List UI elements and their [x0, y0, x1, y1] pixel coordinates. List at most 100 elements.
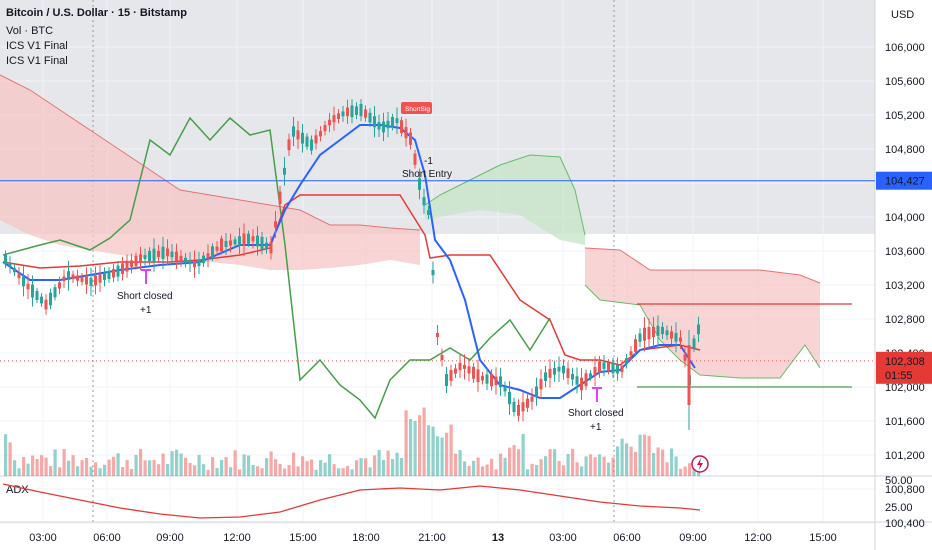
candle-body	[625, 358, 628, 365]
volume-bar	[247, 455, 251, 476]
candle-body	[130, 260, 133, 267]
candle-body	[157, 250, 160, 257]
volume-bar	[521, 433, 525, 476]
cloud-edge	[584, 247, 821, 284]
volume-bar	[436, 436, 440, 476]
candle-body	[328, 119, 331, 126]
candle-body	[418, 178, 421, 190]
volume-bar	[265, 458, 269, 476]
adx-tick-50: 50.00	[885, 475, 913, 487]
volume-bar	[584, 456, 588, 476]
volume-bar	[377, 450, 381, 476]
candle-body	[386, 120, 390, 129]
volume-bar	[575, 462, 579, 476]
volume-bar	[674, 456, 678, 476]
candle-body	[188, 260, 192, 265]
candle-body	[377, 122, 381, 130]
indicator-lines	[2, 116, 701, 420]
volume-bar	[130, 468, 134, 476]
price-tick-label: 100,800	[885, 484, 925, 496]
candle-body	[89, 277, 93, 286]
candle-body	[521, 402, 525, 412]
volume-bar	[206, 469, 210, 476]
candle-body	[220, 238, 223, 252]
candle-body	[692, 338, 696, 349]
candle-body	[256, 235, 259, 247]
volume-bar	[17, 468, 21, 476]
indicator-ics-1[interactable]: ICS V1 Final	[6, 40, 68, 52]
volume-bar	[62, 448, 66, 476]
volume-bar	[593, 457, 597, 476]
candle-body	[62, 276, 66, 282]
volume-bar	[548, 449, 552, 476]
volume-bar	[283, 468, 287, 476]
candle-body	[310, 139, 313, 151]
time-tick-label: 09:00	[679, 532, 707, 544]
volume-bar	[85, 457, 89, 476]
candle-body	[121, 263, 124, 274]
volume-bar	[526, 469, 530, 476]
volume-bar	[620, 438, 624, 476]
volume-bar	[152, 460, 156, 476]
candle-body	[665, 330, 669, 336]
candle-body	[364, 109, 367, 118]
volume-bar	[134, 455, 138, 476]
ichimoku-clouds	[0, 74, 875, 388]
volume-bar	[4, 434, 8, 476]
volume-bar	[274, 459, 278, 476]
time-tick-label: 12:00	[744, 532, 772, 544]
candle-body	[679, 337, 682, 342]
volume-bar	[215, 468, 219, 476]
candle-body	[85, 276, 88, 285]
volume-bar	[445, 432, 449, 476]
candle-body	[269, 242, 273, 254]
candle-body	[382, 121, 385, 133]
volume-bars	[4, 407, 701, 476]
annotations: Short closed +1 Short closed +1 -1 Short Entr…	[117, 102, 709, 473]
volume-bar	[409, 419, 413, 476]
candle-body	[22, 276, 25, 287]
price-axis: USD106,000105,600105,200104,800104,40010…	[876, 9, 932, 530]
candle-body	[431, 269, 435, 276]
candle-body	[184, 257, 187, 263]
volume-bar	[148, 460, 152, 476]
candle-body	[125, 260, 129, 272]
volume-bar	[391, 459, 395, 476]
candle-body	[274, 221, 277, 228]
volume-bar	[535, 464, 539, 476]
time-tick-label: 09:00	[156, 532, 184, 544]
volume-bar	[269, 451, 273, 476]
candle-body	[683, 354, 687, 361]
volume-bar	[346, 465, 350, 476]
candle-body	[49, 292, 52, 306]
volume-bar	[467, 466, 471, 476]
volume-bar	[112, 456, 116, 476]
candle-body	[350, 105, 354, 118]
adx-tick-25: 25.00	[885, 502, 913, 514]
volume-bar	[296, 466, 300, 476]
candle-body	[512, 401, 516, 413]
annotation-plus1-1: +1	[140, 305, 152, 316]
time-axis: 03:00 06:00 09:00 12:00 15:00 18:00 21:00 13 03:…	[29, 532, 837, 544]
candle-body	[445, 373, 448, 387]
candle-body	[161, 246, 165, 259]
volume-bar	[233, 450, 237, 476]
volume-bar	[647, 435, 651, 476]
hline-label: 104,427	[885, 176, 925, 188]
volume-bar	[161, 453, 165, 476]
chart-title[interactable]: Bitcoin / U.S. Dollar · 15 · Bitstamp	[6, 7, 187, 19]
indicator-ics-2[interactable]: ICS V1 Final	[6, 55, 68, 67]
current-price-label: 102,308	[885, 356, 925, 368]
candle-body	[53, 287, 57, 298]
candle-body	[598, 361, 601, 373]
volume-bar	[143, 460, 147, 476]
candle-body	[449, 370, 453, 381]
indicator-vol[interactable]: Vol · BTC	[6, 25, 54, 37]
candle-body	[656, 325, 660, 336]
candle-body	[346, 107, 349, 117]
volume-bar	[319, 460, 323, 476]
candle-body	[265, 242, 268, 249]
candle-body	[206, 253, 210, 259]
kijun-line	[2, 194, 701, 366]
